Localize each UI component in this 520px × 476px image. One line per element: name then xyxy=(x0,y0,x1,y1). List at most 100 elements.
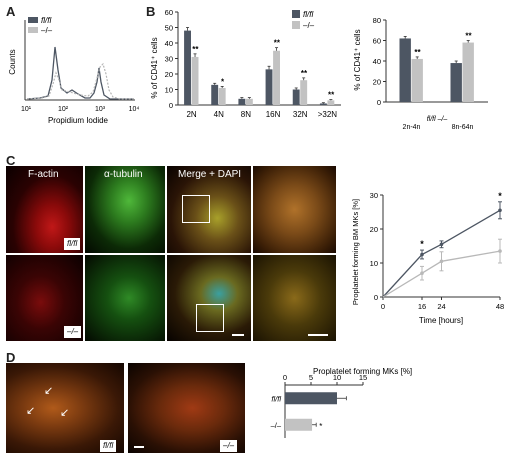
chart-b2-bar-2n-4n-1 xyxy=(411,58,423,102)
chart-b1-ytick-4: 40 xyxy=(165,39,173,48)
chart-a-ylabel: Counts xyxy=(8,49,17,74)
chart-b1-bar-8N-0 xyxy=(238,98,246,105)
chart-d-xtick-3: 15 xyxy=(359,373,367,382)
chart-b1-xtick-2: 8N xyxy=(241,110,251,119)
chart-d-sig-1: * xyxy=(319,422,322,431)
chart-b1-sig-5: ** xyxy=(328,91,335,100)
chart-a-legend-ko: –/– xyxy=(41,26,53,35)
chart-c-ytick-3: 30 xyxy=(370,191,378,200)
d-scale-bar xyxy=(134,446,144,448)
chart-b1-bar->32N-0 xyxy=(319,103,327,105)
panel-c-letter: C xyxy=(6,153,16,168)
micro-tubulin-flfl xyxy=(85,166,165,253)
chart-c-xtick-2: 24 xyxy=(437,302,445,311)
chart-c-sig-0: * xyxy=(420,239,424,249)
merge-inset-box-ko xyxy=(196,304,224,332)
chart-a-histogram: fl/fl –/– 10¹ 10² 10³ 10⁴ Propidium Iodi… xyxy=(8,16,140,125)
chart-b2-bar-8n-64n-0 xyxy=(450,63,462,102)
chart-b1-ytick-5: 50 xyxy=(165,24,173,33)
chart-c-series-line-1 xyxy=(382,250,501,298)
chart-d-xtick-0: 0 xyxy=(283,373,287,382)
micro-tubulin-ko xyxy=(85,255,165,341)
chart-b2-group-header: fl/fl –/– xyxy=(427,116,448,123)
chart-b1-sig-3: ** xyxy=(274,39,281,48)
chart-c-line-chart: Proplatelet forming BM MKs [%] Time [hou… xyxy=(351,191,504,325)
chart-c-ytick-0: 0 xyxy=(374,293,378,302)
chart-b1-legend-ko: –/– xyxy=(303,21,315,30)
genotype-tag-c-flfl: fl/fl xyxy=(64,238,81,250)
chart-b1-legend-fl: fl/fl xyxy=(303,10,313,19)
chart-a-legend-fl: fl/fl xyxy=(41,16,51,25)
chart-a-series-ko xyxy=(26,62,134,100)
chart-c-point-1-2 xyxy=(498,249,502,253)
chart-b1-bar-chart: % of CD41⁺ cells fl/fl –/– 0 10 20 30 40 50 60… xyxy=(150,8,341,119)
chart-b2-ytick-4: 80 xyxy=(373,16,381,25)
chart-b2-ytick-1: 20 xyxy=(373,78,381,87)
chart-b2-ylabel: % of CD41⁺ cells xyxy=(353,29,362,90)
chart-c-point-0-2 xyxy=(498,208,502,213)
chart-b1-ytick-3: 30 xyxy=(165,55,173,64)
chart-a-xtick-2: 10² xyxy=(58,106,69,113)
chart-b1-sig-0: ** xyxy=(192,45,199,54)
chart-d-bar-chart: Proplatelet forming MKs [%] 0 5 10 15 fl/fl –… xyxy=(271,367,412,438)
chart-b2-xtick-1: 8n-64n xyxy=(452,124,474,131)
chart-c-xlabel: Time [hours] xyxy=(419,316,463,325)
chart-b2-sig-0: ** xyxy=(414,48,421,57)
chart-c-xtick-1: 16 xyxy=(418,302,426,311)
chart-d-xtick-1: 5 xyxy=(309,373,313,382)
chart-b1-bar-16N-0 xyxy=(265,69,273,105)
chart-b1-bar->32N-1 xyxy=(327,100,335,105)
label-merge: Merge + DAPI xyxy=(178,169,242,180)
chart-b2-xtick-0: 2n-4n xyxy=(403,124,421,131)
micro-zoom-flfl xyxy=(253,166,336,253)
chart-b2-ytick-2: 40 xyxy=(373,57,381,66)
chart-d-title: Proplatelet forming MKs [%] xyxy=(313,367,412,376)
chart-b1-bar-32N-1 xyxy=(300,80,308,105)
genotype-tag-c-ko: –/– xyxy=(64,326,82,338)
chart-b1-ytick-0: 0 xyxy=(169,101,173,110)
chart-b1-ytick-6: 60 xyxy=(165,8,173,17)
chart-d-ytick-0: fl/fl xyxy=(271,394,281,403)
chart-c-xtick-0: 0 xyxy=(381,302,385,311)
chart-b2-bar-8n-64n-1 xyxy=(462,42,474,102)
chart-b2-ytick-3: 60 xyxy=(373,37,381,46)
chart-d-bar-0 xyxy=(285,392,337,405)
merge-scale-bar xyxy=(232,334,244,336)
chart-a-xtick-1: 10¹ xyxy=(21,106,32,113)
chart-c-ylabel: Proplatelet forming BM MKs [%] xyxy=(351,199,360,305)
label-factin: F-actin xyxy=(28,169,59,180)
micro-merge-ko xyxy=(167,255,251,341)
micro-d-flfl xyxy=(6,363,124,453)
chart-b1-bar-8N-1 xyxy=(245,98,253,105)
chart-a-legend-swatch-ko xyxy=(28,27,38,33)
chart-b1-bar-4N-1 xyxy=(218,87,226,105)
chart-c-sig-2: * xyxy=(498,191,502,201)
chart-d-bar-1 xyxy=(285,418,313,431)
chart-c-point-0-0 xyxy=(420,252,424,257)
chart-d-xtick-2: 10 xyxy=(333,373,341,382)
arrow-indicator-1: ↙ xyxy=(44,385,54,397)
label-tubulin: α-tubulin xyxy=(104,169,143,180)
genotype-tag-d-flfl: fl/fl xyxy=(100,440,117,452)
chart-c-xtick-3: 48 xyxy=(496,302,504,311)
chart-b1-sig-4: ** xyxy=(301,69,308,78)
genotype-tag-d-ko: –/– xyxy=(220,440,238,452)
chart-b1-xtick-4: 32N xyxy=(293,110,308,119)
chart-a-xtick-3: 10³ xyxy=(95,106,106,113)
chart-a-xtick-4: 10⁴ xyxy=(129,106,140,113)
chart-b2-sig-1: ** xyxy=(465,32,472,41)
chart-b1-xtick-0: 2N xyxy=(186,110,196,119)
chart-a-series-fl xyxy=(26,46,134,100)
chart-b1-bar-4N-0 xyxy=(211,84,219,105)
micro-zoom-ko xyxy=(253,255,336,341)
chart-c-point-0-1 xyxy=(439,242,444,247)
chart-b1-bar-2N-0 xyxy=(184,30,191,106)
arrow-indicator-2: ↙ xyxy=(26,405,36,417)
chart-c-ytick-1: 10 xyxy=(370,259,378,268)
chart-b1-bar-32N-0 xyxy=(292,89,300,105)
panel-a-letter: A xyxy=(6,4,16,19)
chart-b1-xtick-3: 16N xyxy=(266,110,281,119)
merge-inset-box-flfl xyxy=(182,195,210,223)
chart-b1-bar-16N-1 xyxy=(273,50,280,105)
chart-b2-ytick-0: 0 xyxy=(377,98,381,107)
